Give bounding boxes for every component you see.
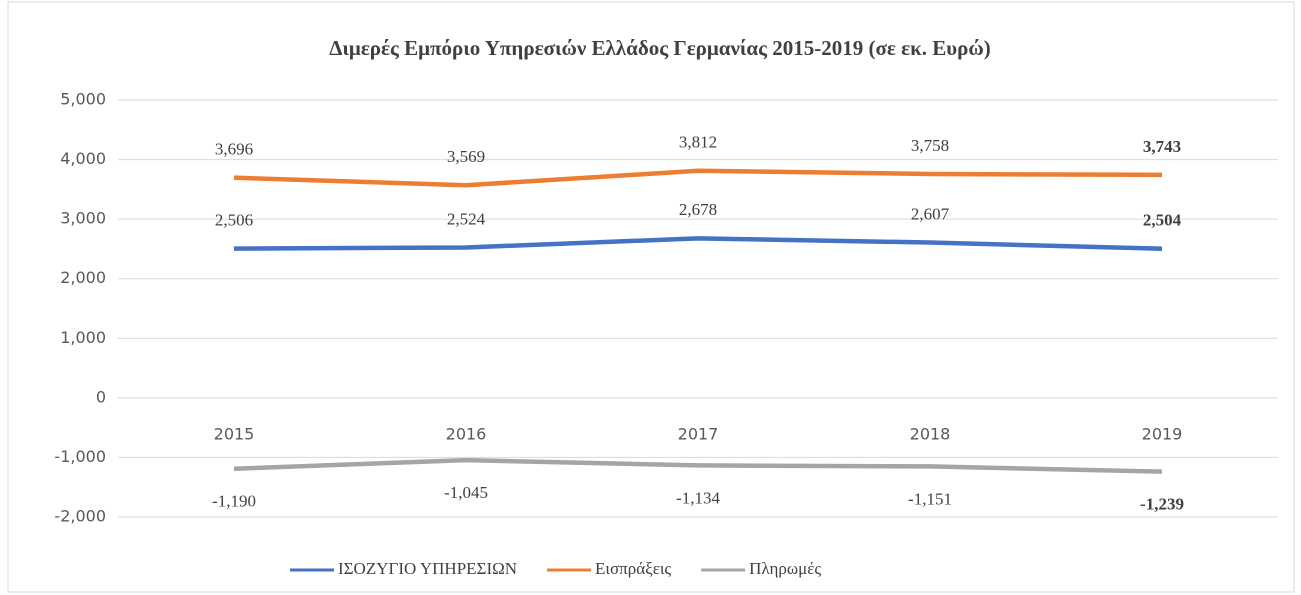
y-tick-label: 4,000 [60, 149, 106, 168]
series-line [233, 236, 1163, 251]
data-label: 3,812 [679, 133, 717, 152]
data-label: -1,190 [212, 492, 256, 511]
y-tick-label: -1,000 [54, 447, 106, 466]
data-label: 3,743 [1143, 137, 1181, 156]
y-tick-label: 1,000 [60, 328, 106, 347]
chart-title: Διμερές Εμπόριο Υπηρεσιών Ελλάδος Γερμαν… [329, 36, 991, 60]
data-label: 2,678 [679, 200, 717, 219]
y-tick-label: 3,000 [60, 209, 106, 228]
data-label: -1,151 [908, 489, 952, 508]
data-label: 2,506 [215, 210, 253, 229]
legend-label: Πληρωμές [749, 559, 821, 578]
data-label: 3,696 [215, 140, 253, 159]
x-tick-label: 2016 [446, 425, 487, 444]
data-label: -1,239 [1140, 495, 1184, 514]
data-label: 3,758 [911, 136, 949, 155]
x-tick-label: 2015 [214, 425, 255, 444]
legend-label: Εισπράξεις [595, 559, 671, 578]
data-label: 2,504 [1143, 211, 1182, 230]
y-tick-label: 2,000 [60, 268, 106, 287]
chart-border [7, 1, 1295, 593]
data-label: -1,134 [676, 488, 720, 507]
y-tick-label: 0 [96, 387, 106, 406]
x-tick-label: 2017 [678, 425, 719, 444]
data-label: -1,045 [444, 483, 488, 502]
x-tick-label: 2019 [1142, 425, 1183, 444]
data-label: 3,569 [447, 147, 485, 166]
y-tick-label: 5,000 [60, 90, 106, 109]
data-label: 2,524 [447, 209, 486, 228]
data-label: 2,607 [911, 204, 950, 223]
x-tick-label: 2018 [910, 425, 951, 444]
series-line [233, 168, 1163, 188]
y-tick-label: -2,000 [54, 507, 106, 526]
legend-label: ΙΣΟΖΥΓΙΟ ΥΠΗΡΕΣΙΩΝ [338, 559, 517, 578]
series-line [233, 457, 1163, 474]
